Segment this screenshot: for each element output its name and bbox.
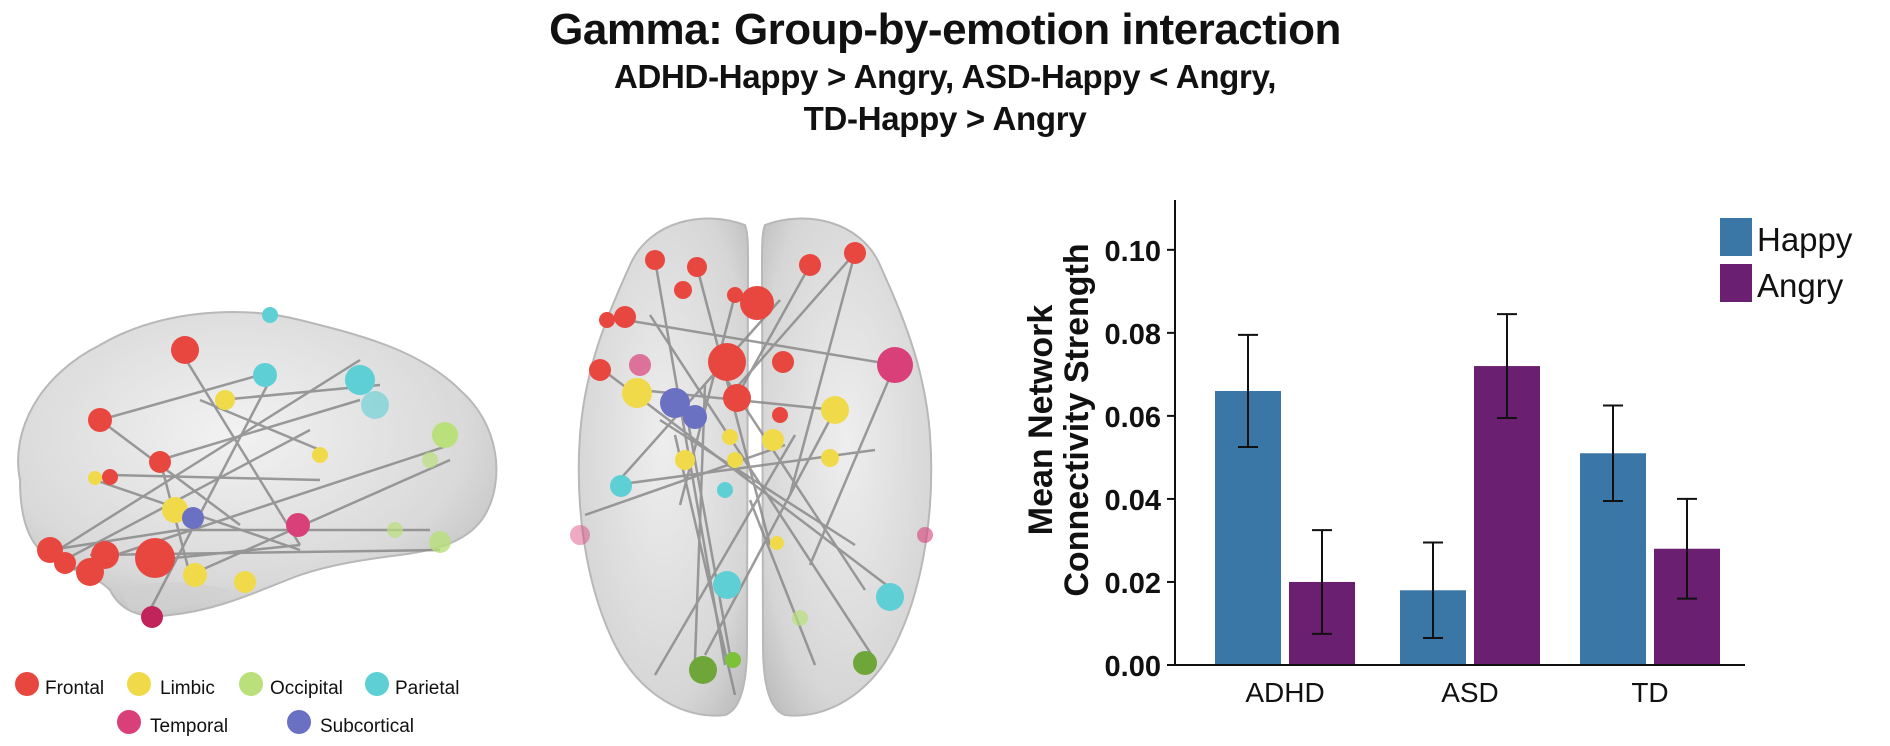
frontal-label: Frontal	[45, 678, 104, 699]
y-tick-label: 0.02	[1105, 568, 1161, 600]
limbic-label: Limbic	[160, 678, 215, 699]
parietal-swatch	[365, 672, 389, 696]
x-tick-label-td: TD	[1631, 677, 1668, 708]
legend-swatch-happy	[1720, 218, 1752, 256]
y-axis-label-group: Mean Network Connectivity Strength	[1022, 243, 1096, 596]
brain-axial-nodes	[570, 242, 933, 684]
brain-legend-parietal: Parietal	[365, 672, 459, 699]
brain-lateral-edges	[49, 349, 451, 611]
title-block: Gamma: Group-by-emotion interaction ADHD…	[0, 0, 1890, 140]
subcortical-label: Subcortical	[320, 716, 414, 737]
y-tick-label: 0.08	[1105, 319, 1161, 351]
figure-title: Gamma: Group-by-emotion interaction	[549, 5, 1341, 54]
brain-lateral-nodes	[37, 307, 458, 628]
figure-subtitle-line-1: ADHD-Happy > Angry, ASD-Happy < Angry,	[613, 58, 1277, 95]
y-tick-label: 0.00	[1105, 651, 1161, 683]
brain-legend-limbic: Limbic	[127, 672, 215, 699]
y-axis-label-line-2: Connectivity Strength	[1058, 243, 1096, 596]
occipital-swatch	[239, 672, 263, 696]
brain-lateral-surface	[17, 311, 498, 618]
y-tick-label: 0.10	[1105, 236, 1161, 268]
brain-legend-frontal: Frontal	[15, 672, 104, 699]
brain-axial-edges	[584, 252, 897, 696]
y-tick-label: 0.04	[1105, 485, 1161, 517]
brain-legend-occipital: Occipital	[239, 672, 343, 699]
brain-axial-view	[570, 217, 933, 717]
x-tick-label-asd: ASD	[1441, 677, 1499, 708]
legend-swatch-angry	[1720, 264, 1752, 302]
subcortical-swatch	[287, 710, 311, 734]
bar-chart: Mean Network Connectivity Strength 0.00 0…	[1022, 200, 1853, 708]
temporal-label: Temporal	[150, 716, 228, 737]
frontal-swatch	[15, 672, 39, 696]
parietal-label: Parietal	[395, 678, 459, 699]
temporal-swatch	[117, 710, 141, 734]
brain-axial-right-hemisphere	[760, 217, 933, 717]
legend-label-happy: Happy	[1757, 221, 1853, 258]
limbic-swatch	[127, 672, 151, 696]
x-tick-label-adhd: ADHD	[1245, 677, 1324, 708]
brain-axial-left-hemisphere	[577, 217, 750, 717]
y-axis-label-line-1: Mean Network	[1022, 305, 1060, 536]
occipital-label: Occipital	[270, 678, 343, 699]
brain-lateral-view	[17, 307, 498, 628]
brain-legend-subcortical: Subcortical	[287, 710, 414, 737]
y-tick-label: 0.06	[1105, 402, 1161, 434]
brain-legend-temporal: Temporal	[117, 710, 228, 737]
legend-label-angry: Angry	[1757, 267, 1844, 304]
figure-subtitle-line-2: TD-Happy > Angry	[803, 100, 1087, 137]
